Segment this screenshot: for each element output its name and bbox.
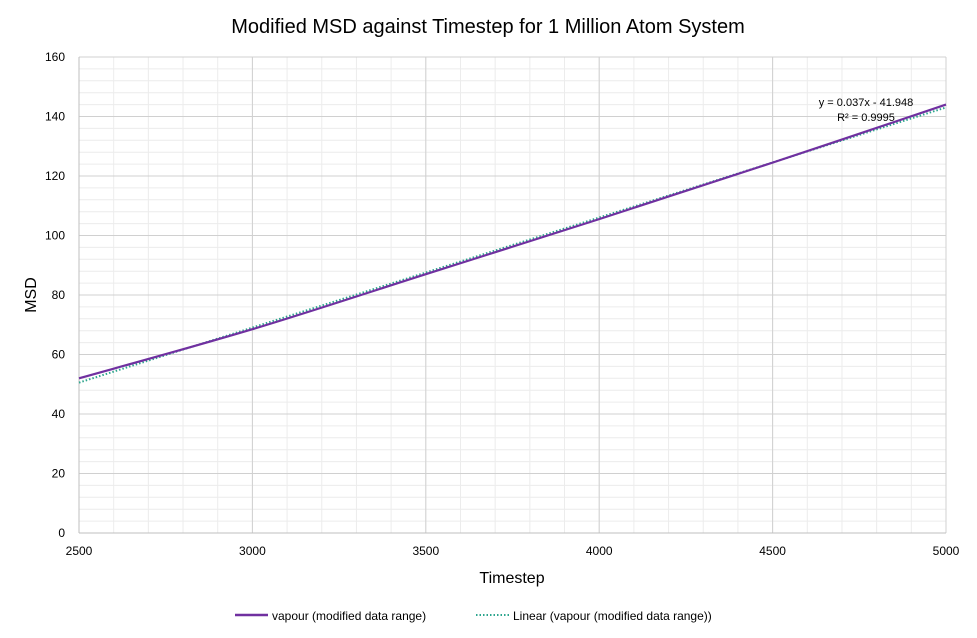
tick-labels: 2500 3000 3500 4000 4500 5000 0 20 40 60 80 100 120 1… — [45, 50, 960, 558]
x-tick-label: 2500 — [66, 544, 93, 558]
x-tick-label: 4000 — [586, 544, 613, 558]
y-tick-label: 100 — [45, 229, 65, 243]
series-group — [78, 103, 947, 384]
trendline-equation: y = 0.037x - 41.948 — [819, 97, 913, 109]
y-axis-label: MSD — [23, 277, 40, 313]
y-tick-label: 60 — [52, 348, 66, 362]
x-tick-label: 4500 — [759, 544, 786, 558]
y-tick-label: 140 — [45, 110, 65, 124]
legend-label-vapour: vapour (modified data range) — [272, 609, 426, 623]
x-tick-label: 3500 — [412, 544, 439, 558]
y-tick-label: 40 — [52, 407, 66, 421]
gridlines — [78, 56, 947, 534]
y-tick-label: 120 — [45, 169, 65, 183]
trendline-r-squared: R² = 0.9995 — [837, 112, 895, 124]
series-line-vapour — [78, 103, 947, 380]
legend-label-linear: Linear (vapour (modified data range)) — [513, 609, 712, 623]
x-tick-label: 5000 — [933, 544, 960, 558]
x-axis-label: Timestep — [479, 570, 544, 587]
y-tick-label: 0 — [58, 526, 65, 540]
x-tick-label: 3000 — [239, 544, 266, 558]
y-tick-label: 160 — [45, 50, 65, 64]
legend: vapour (modified data range) Linear (vap… — [235, 609, 712, 623]
y-tick-label: 80 — [52, 288, 66, 302]
y-tick-label: 20 — [52, 467, 66, 481]
chart-title: Modified MSD against Timestep for 1 Mill… — [231, 16, 745, 38]
